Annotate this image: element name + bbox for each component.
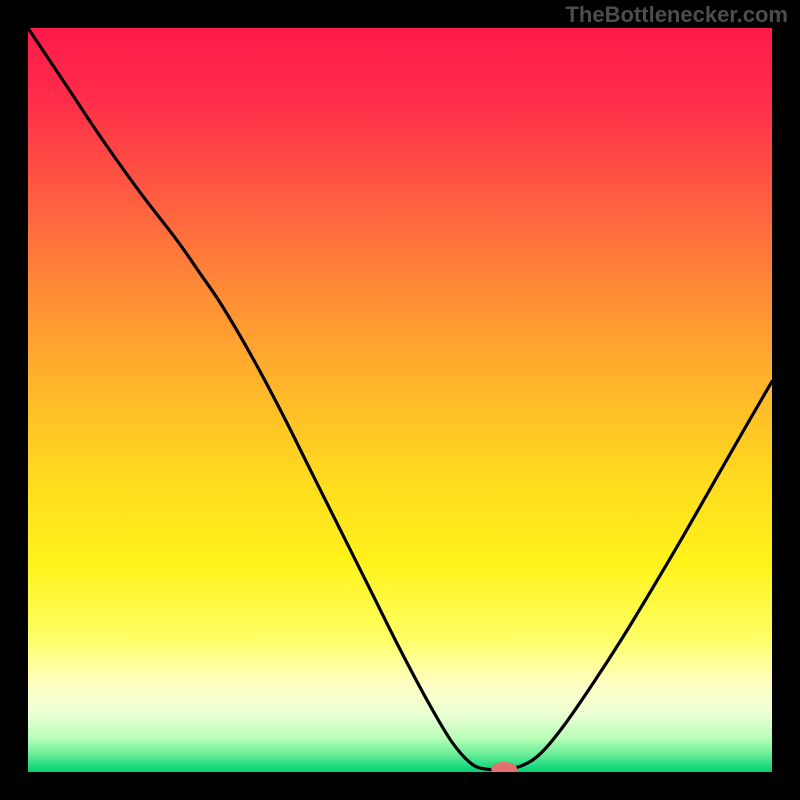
chart-background [28, 28, 772, 772]
chart-svg [28, 28, 772, 772]
bottleneck-chart [28, 28, 772, 772]
stage: TheBottlenecker.com [0, 0, 800, 800]
watermark-text: TheBottlenecker.com [565, 2, 788, 28]
